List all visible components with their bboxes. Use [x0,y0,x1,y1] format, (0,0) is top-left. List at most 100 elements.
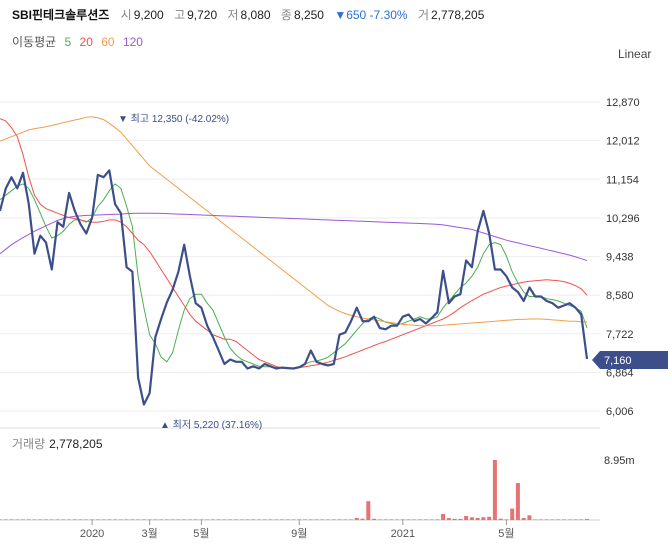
volume-bar [245,519,250,520]
volume-title: 거래량 2,778,205 [12,435,103,452]
volume-bar [435,519,440,520]
volume-bar [343,519,348,520]
volume-bar [228,519,233,520]
volume-bar [538,519,543,520]
y-tick-label: 12,012 [606,136,640,148]
volume-bar [285,519,290,520]
moving-average-lines [0,116,588,370]
volume-value: 2,778,205 [430,8,485,22]
volume-bar [550,519,555,520]
volume-bar [159,519,164,520]
volume-bar [216,519,221,520]
volume-title-value: 2,778,205 [49,437,103,451]
volume-bar [262,519,267,520]
volume-bar [418,519,423,520]
change-value: ▼650 -7.30% [334,8,408,22]
volume-bar [124,519,129,520]
y-tick-label: 11,154 [606,174,639,186]
volume-bar [308,519,313,520]
volume-bar [504,519,509,520]
current-price-label: 7,160 [604,355,632,367]
volume-bar [55,519,60,520]
volume-bar [521,518,526,520]
stock-name: SBI핀테크솔루션즈 [12,8,110,22]
y-tick-label: 6,864 [606,367,634,379]
volume-bar [164,519,169,520]
volume-bar [182,519,187,520]
y-tick-label: 8,580 [606,290,634,302]
y-tick-label: 6,006 [606,406,634,418]
volume-bar [15,519,20,520]
y-axis: 12,870 12,012 11,154 10,296 9,438 8,580 7,722 6… [606,97,640,418]
max-annotation: ▼ 최고 12,350 (-42.02%) [118,113,229,125]
volume-title-label: 거래량 [12,437,46,451]
volume-bar [458,518,463,520]
volume-bar [147,519,152,520]
volume-bar [38,519,43,520]
current-price-tag: 7,160 [592,351,668,369]
volume-bar [452,518,457,520]
ma-line-ma60 [0,116,588,327]
volume-bar [153,519,158,520]
volume-bars [0,460,589,520]
volume-bar [510,508,515,520]
volume-bar [233,519,238,520]
scale-toggle-button[interactable]: Linear [618,47,652,61]
volume-bar [176,519,181,520]
volume-bar [487,516,492,520]
volume-bar [389,519,394,520]
x-tick-label: 2021 [391,528,415,540]
volume-bar [446,518,451,520]
volume-bar [395,519,400,520]
volume-bar [113,519,118,520]
grid-lines [0,101,600,521]
volume-bar [406,519,411,520]
y-tick-label: 12,870 [606,97,640,109]
volume-max-tick: 8.95m [604,455,635,467]
low-value: 8,080 [240,8,271,22]
ma-line-ma5 [0,183,588,369]
volume-bar [585,519,589,520]
volume-bar [251,519,256,520]
x-tick-label: 9월 [291,527,307,540]
volume-bar [72,519,77,520]
volume-bar [533,519,538,520]
ma-legend: 이동평균 5 20 60 120 [12,33,148,50]
volume-bar [291,519,296,520]
volume-bar [118,519,123,520]
price-line-group [0,169,589,406]
volume-bar [210,519,215,520]
y-tick-label: 10,296 [606,213,640,225]
volume-bar [44,519,48,520]
y-tick-label: 9,438 [606,252,634,264]
volume-bar [579,519,584,520]
volume-bar [3,519,8,520]
volume-bar [101,519,106,520]
close-label: 종 [280,8,292,22]
open-label: 시 [120,8,132,22]
volume-bar [61,519,66,520]
volume-bar [412,519,417,520]
price-line [0,169,589,406]
annotations: ▼ 최고 12,350 (-42.02%) ▲ 최저 5,220 (37.16%… [118,113,262,431]
stock-header: SBI핀테크솔루션즈 시 9,200 고 9,720 저 8,080 종 8,250 ▼… [12,6,491,23]
volume-bar [544,519,549,520]
volume-bar [377,519,382,520]
volume-bar [107,519,112,520]
volume-bar [205,519,210,520]
volume-bar [193,519,198,520]
volume-bar [141,519,146,520]
volume-bar [441,514,446,520]
volume-bar [26,519,31,520]
ma-legend-20: 20 [79,35,93,49]
ma-legend-title: 이동평균 [12,35,57,49]
y-tick-label: 7,722 [606,329,634,341]
volume-bar [280,519,284,520]
volume-bar [130,519,135,520]
volume-bar [49,519,54,520]
volume-bar [274,519,279,520]
volume-bar [567,519,572,520]
volume-bar [360,518,365,520]
volume-bar [314,519,319,520]
